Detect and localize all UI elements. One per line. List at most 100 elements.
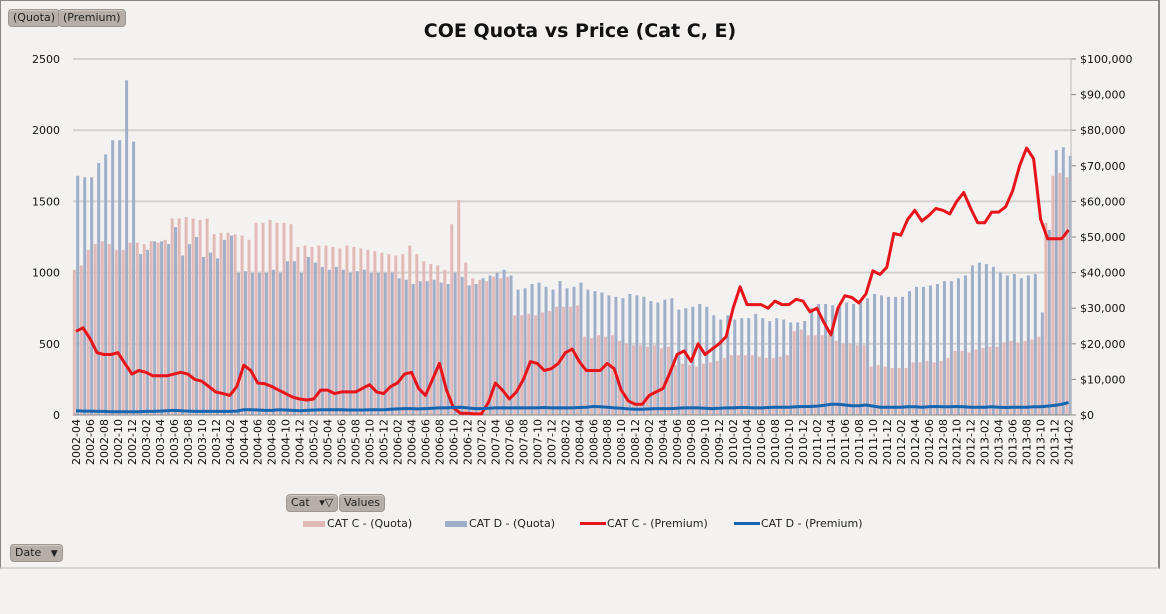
bar-cat-c-quota: [359, 248, 363, 415]
bar-cat-d-quota: [90, 177, 94, 415]
bar-cat-c-quota: [981, 348, 985, 415]
bar-cat-c-quota: [743, 355, 747, 415]
bar-cat-c-quota: [233, 234, 237, 415]
bar-cat-c-quota: [771, 358, 775, 415]
bar-cat-d-quota: [153, 241, 157, 415]
y-left-tick-label: 1000: [32, 267, 60, 280]
bar-cat-d-quota: [1068, 155, 1072, 415]
bar-cat-d-quota: [873, 293, 877, 415]
bar-cat-c-quota: [268, 219, 272, 415]
bar-cat-c-quota: [841, 343, 845, 415]
bar-cat-d-quota: [243, 271, 247, 415]
y-left-tick-label: 500: [39, 338, 60, 351]
bar-cat-c-quota: [93, 244, 97, 415]
y-right-tick-label: $40,000: [1080, 267, 1126, 280]
bar-cat-d-quota: [257, 272, 261, 415]
quota-field-button[interactable]: (Quota): [8, 9, 60, 27]
x-tick-label: 2005-06: [336, 419, 349, 465]
x-tick-label: 2007-12: [545, 419, 558, 465]
x-tick-label: 2013-06: [1007, 419, 1020, 465]
bar-cat-d-quota: [600, 292, 604, 415]
bar-cat-c-quota: [422, 261, 426, 415]
bar-cat-d-quota: [928, 285, 932, 415]
bar-cat-c-quota: [450, 224, 454, 415]
bar-cat-c-quota: [436, 265, 440, 415]
bar-cat-d-quota: [677, 309, 681, 415]
x-tick-label: 2005-04: [322, 419, 335, 465]
bar-cat-c-quota: [163, 239, 167, 415]
bar-cat-c-quota: [156, 242, 160, 415]
bar-cat-d-quota: [558, 281, 562, 415]
bar-cat-c-quota: [715, 360, 719, 415]
values-field-button[interactable]: Values: [339, 494, 385, 512]
x-tick-label: 2004-10: [280, 419, 293, 465]
bar-cat-d-quota: [523, 288, 527, 415]
x-tick-label: 2002-08: [98, 419, 111, 465]
bar-cat-c-quota: [611, 335, 615, 415]
bar-cat-c-quota: [597, 335, 601, 415]
bar-cat-c-quota: [1044, 222, 1048, 415]
bar-cat-c-quota: [1030, 339, 1034, 415]
bar-cat-c-quota: [897, 368, 901, 415]
chart-title: COE Quota vs Price (Cat C, E): [423, 20, 737, 42]
bar-cat-c-quota: [324, 245, 328, 415]
bar-cat-c-quota: [995, 346, 999, 415]
bar-cat-c-quota: [618, 340, 622, 415]
bar-cat-c-quota: [142, 244, 146, 415]
bar-cat-d-quota: [306, 256, 310, 415]
bar-cat-d-quota: [125, 80, 129, 416]
bar-cat-c-quota: [100, 241, 104, 415]
bar-cat-d-quota: [775, 318, 779, 415]
bar-cat-c-quota: [1016, 342, 1020, 415]
x-tick-label: 2003-04: [154, 419, 167, 465]
x-tick-label: 2006-04: [406, 419, 419, 465]
bar-cat-c-quota: [687, 365, 691, 415]
bar-cat-d-quota: [866, 298, 870, 415]
bar-cat-d-quota: [991, 266, 995, 415]
date-field-button[interactable]: Date ▼: [10, 544, 63, 562]
legend-swatch: [303, 520, 325, 527]
bar-cat-d-quota: [754, 313, 758, 415]
bar-cat-d-quota: [404, 279, 408, 415]
bar-cat-c-quota: [925, 360, 929, 415]
bar-cat-c-quota: [471, 278, 475, 415]
bar-cat-d-quota: [663, 299, 667, 415]
cat-field-button[interactable]: Cat ▾▽: [286, 494, 339, 512]
bar-cat-c-quota: [827, 335, 831, 415]
x-tick-label: 2006-08: [433, 419, 446, 465]
bar-cat-d-quota: [1061, 147, 1065, 415]
bar-cat-d-quota: [376, 272, 380, 415]
bar-cat-d-quota: [530, 283, 534, 415]
premium-field-button[interactable]: (Premium): [58, 9, 126, 27]
bar-cat-d-quota: [425, 281, 429, 415]
bar-cat-d-quota: [761, 318, 765, 415]
bar-cat-d-quota: [810, 308, 814, 415]
bar-cat-d-quota: [642, 296, 646, 415]
y-right-tick-label: $80,000: [1080, 124, 1126, 137]
bar-cat-d-quota: [209, 252, 213, 415]
bar-cat-c-quota: [240, 235, 244, 415]
x-tick-label: 2006-10: [447, 419, 460, 465]
bar-cat-d-quota: [970, 265, 974, 415]
bar-cat-d-quota: [921, 286, 925, 415]
bar-cat-d-quota: [747, 318, 751, 415]
x-tick-label: 2012-04: [909, 419, 922, 465]
bar-cat-c-quota: [953, 350, 957, 415]
bar-cat-c-quota: [562, 306, 566, 415]
legend-swatch: [445, 520, 467, 527]
bar-cat-c-quota: [555, 306, 559, 415]
bar-cat-d-quota: [292, 261, 296, 415]
bar-cat-d-quota: [984, 264, 988, 415]
legend-swatch: [580, 522, 606, 525]
bar-cat-c-quota: [806, 335, 810, 415]
bar-cat-d-quota: [551, 289, 555, 415]
x-tick-label: 2007-10: [531, 419, 544, 465]
x-tick-label: 2012-08: [937, 419, 950, 465]
y-left-tick-label: 2000: [32, 124, 60, 137]
bar-cat-d-quota: [1040, 312, 1044, 415]
bar-cat-c-quota: [883, 366, 887, 415]
x-tick-label: 2014-02: [1063, 419, 1076, 465]
bar-cat-c-quota: [625, 343, 629, 415]
x-tick-label: 2008-04: [573, 419, 586, 465]
x-tick-label: 2007-06: [503, 419, 516, 465]
